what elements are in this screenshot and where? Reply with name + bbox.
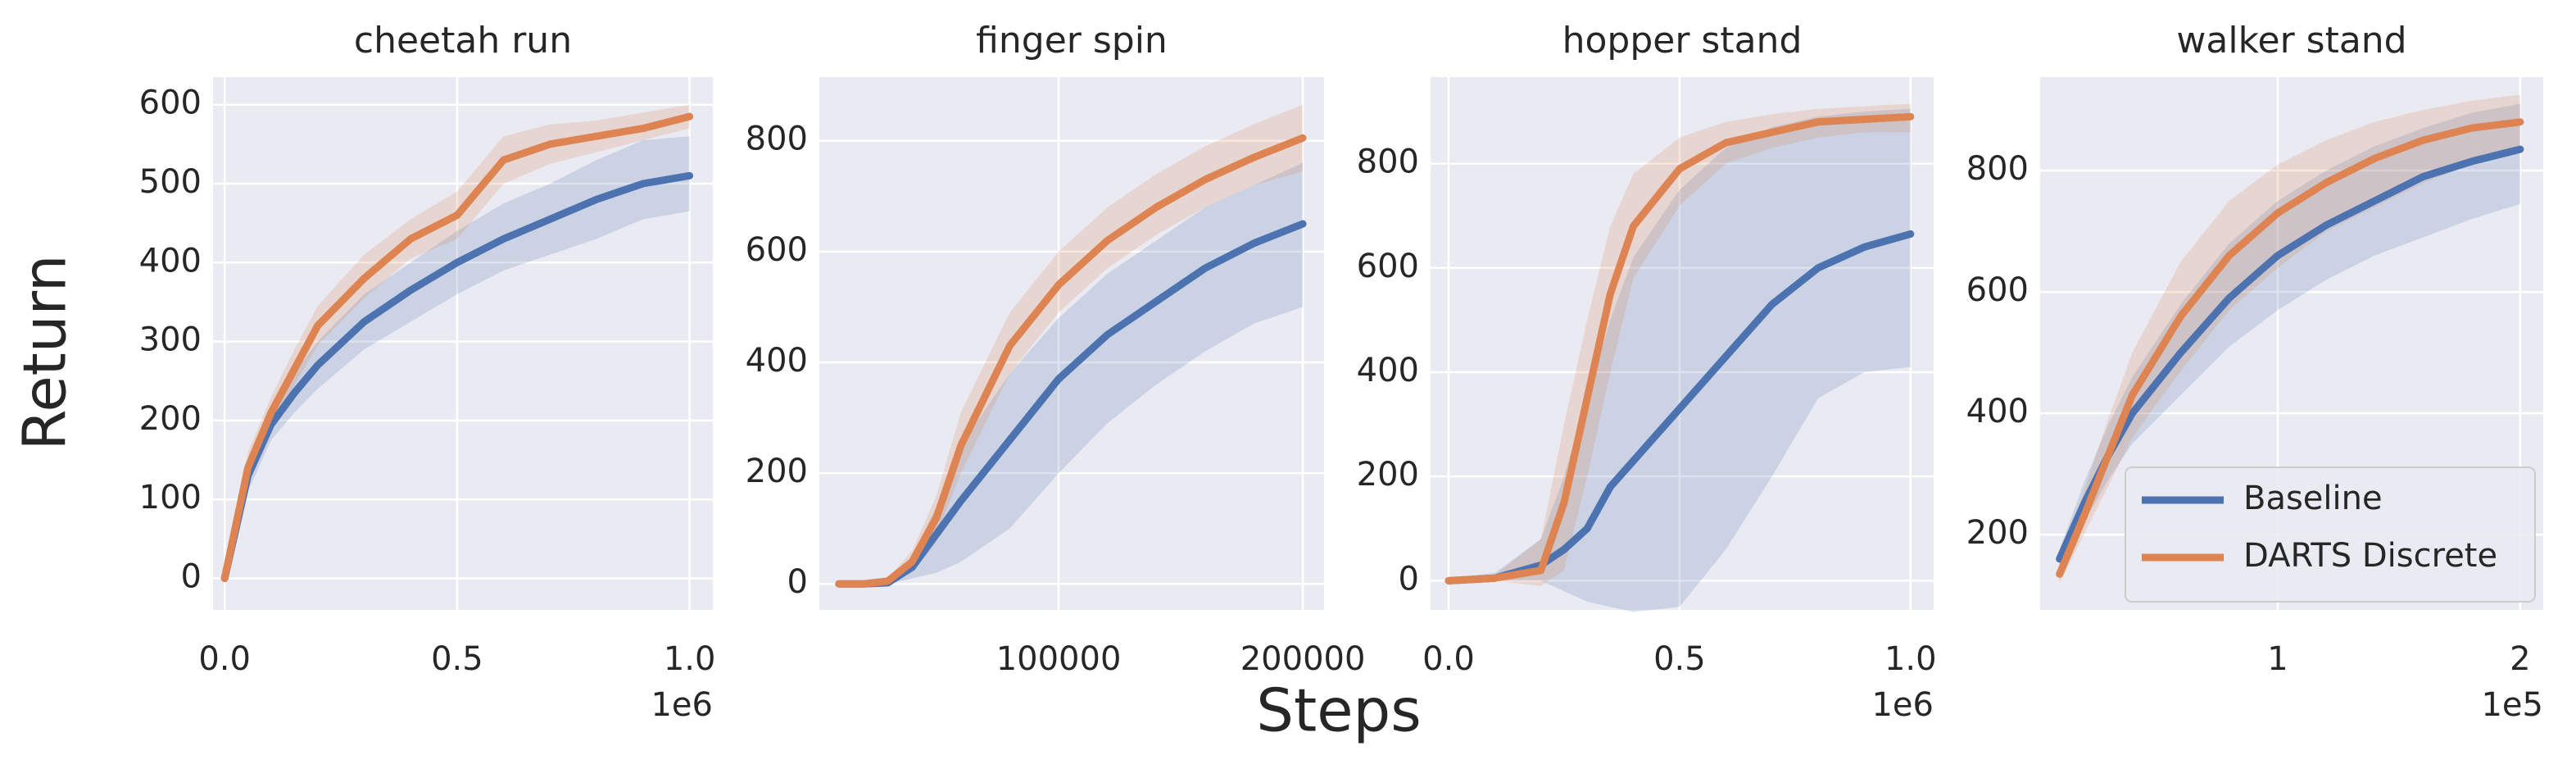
confidence-band [838, 162, 1304, 585]
x-tick-label: 100000 [996, 640, 1122, 678]
x-tick-label: 0.0 [1422, 640, 1475, 678]
x-tick-label: 0.0 [198, 640, 251, 678]
x-offset-label: 1e5 [2481, 686, 2543, 724]
y-tick-label: 300 [139, 321, 202, 359]
legend-label: DARTS Discrete [2243, 537, 2497, 575]
y-tick-label: 800 [746, 121, 808, 158]
subplot: finger spin 0 200 400 600 800 100000 200000 [746, 20, 1366, 678]
subplot-title: hopper stand [1562, 20, 1803, 61]
series-line [220, 171, 694, 582]
x-tick-label: 200000 [1240, 640, 1366, 678]
y-tick-label: 400 [1966, 393, 2029, 430]
y-tick-label: 600 [1357, 248, 1419, 285]
plot-background [213, 77, 713, 610]
y-tick-label: 400 [139, 242, 202, 280]
y-tick-label: 600 [1966, 271, 2029, 309]
series-line [220, 112, 694, 582]
y-tick-label: 800 [1357, 143, 1419, 181]
confidence-band [224, 104, 690, 579]
x-axis-label: Steps [1256, 676, 1421, 745]
confidence-band [1448, 103, 1911, 586]
y-tick-label: 600 [139, 84, 202, 122]
subplot: cheetah run 0 100 200 300 400 500 600 0.0 0.5 1.0 1… [139, 20, 716, 724]
confidence-band [2059, 94, 2520, 584]
y-tick-label: 200 [746, 453, 808, 490]
subplot-title: finger spin [976, 20, 1168, 61]
confidence-band [2059, 103, 2520, 566]
y-tick-label: 500 [139, 163, 202, 201]
y-tick-label: 400 [746, 342, 808, 380]
y-axis-label: Return [11, 255, 79, 451]
series-line [835, 134, 1307, 588]
legend-label: Baseline [2243, 480, 2383, 517]
y-tick-label: 200 [1357, 456, 1419, 494]
x-tick-label: 2 [2510, 640, 2530, 678]
y-tick-label: 0 [787, 563, 808, 601]
y-tick-label: 600 [746, 231, 808, 269]
legend-box [2125, 466, 2536, 603]
y-tick-label: 400 [1357, 352, 1419, 389]
y-tick-label: 0 [181, 557, 202, 595]
series-line [1444, 112, 1915, 585]
y-tick-label: 0 [1399, 560, 1419, 598]
subplot-title: cheetah run [354, 20, 572, 61]
subplot: hopper stand 0 200 400 600 800 0.0 0.5 1.0 1e6 [1357, 20, 1937, 724]
x-tick-label: 1.0 [664, 640, 716, 678]
x-tick-label: 1 [2267, 640, 2288, 678]
x-tick-label: 1.0 [1884, 640, 1937, 678]
series-line [2056, 118, 2524, 578]
x-offset-label: 1e6 [1871, 686, 1934, 724]
y-tick-label: 100 [139, 479, 202, 516]
y-tick-label: 200 [1966, 514, 2029, 552]
subplot-title: walker stand [2176, 20, 2406, 61]
subplot: walker stand 200 400 600 800 1 2 1e5 Baseline DAR… [1966, 20, 2543, 724]
y-tick-label: 800 [1966, 150, 2029, 188]
y-tick-label: 200 [139, 400, 202, 438]
x-tick-label: 0.5 [431, 640, 483, 678]
x-offset-label: 1e6 [651, 686, 713, 724]
x-tick-label: 0.5 [1653, 640, 1706, 678]
